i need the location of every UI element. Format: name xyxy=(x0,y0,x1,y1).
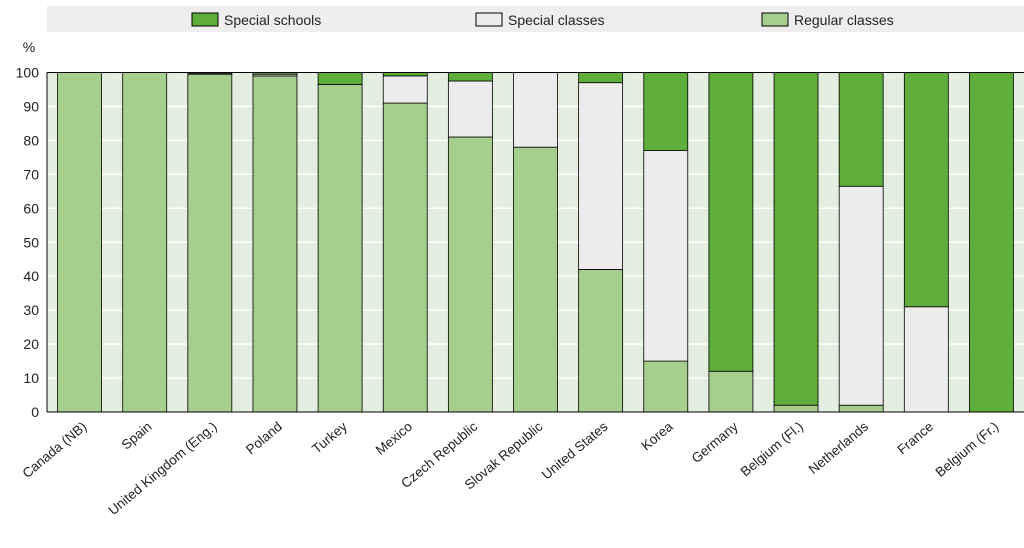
bar-germany-regular-classes xyxy=(708,370,754,413)
bar-korea-regular-classes xyxy=(643,360,689,413)
bar-united-states-regular-classes xyxy=(578,269,624,413)
bar-united-kingdom-eng-regular-classes xyxy=(187,73,233,413)
bar-slovak-republic-special-classes xyxy=(513,72,558,148)
y-tick-label: 80 xyxy=(23,132,39,148)
y-tick-label: 40 xyxy=(23,268,39,284)
bar-czech-republic-regular-classes xyxy=(447,136,493,413)
y-tick-label: 10 xyxy=(23,370,39,386)
bar-belgium-fl-special-schools xyxy=(773,72,819,406)
bar-united-states-special-classes xyxy=(578,82,624,270)
bar-korea-special-schools xyxy=(643,72,689,151)
bar-slovak-republic-regular-classes xyxy=(513,146,558,413)
bars xyxy=(57,72,1014,413)
bar-czech-republic-special-schools xyxy=(447,72,493,82)
y-tick-label: 70 xyxy=(23,166,39,182)
legend-swatch-regular-classes xyxy=(761,12,789,27)
bar-korea-special-classes xyxy=(643,150,689,362)
legend-label-special-schools: Special schools xyxy=(224,12,321,28)
bar-mexico-special-classes xyxy=(382,75,428,104)
bar-spain-regular-classes xyxy=(122,72,168,413)
y-tick-label: 30 xyxy=(23,302,39,318)
x-tick-label-united-states: United States xyxy=(539,419,611,483)
bar-belgium-fr-special-schools xyxy=(969,72,1014,413)
x-tick-label-france: France xyxy=(894,419,936,458)
legend-label-special-classes: Special classes xyxy=(508,12,605,28)
y-axis-unit-label: % xyxy=(23,39,35,55)
y-tick-label: 90 xyxy=(23,98,39,114)
x-tick-label-germany: Germany xyxy=(689,419,741,466)
bar-turkey-special-schools xyxy=(317,72,363,85)
bar-canada-nb-regular-classes xyxy=(57,72,102,413)
x-tick-label-spain: Spain xyxy=(119,419,155,453)
x-tick-label-turkey: Turkey xyxy=(309,419,350,457)
legend-label-regular-classes: Regular classes xyxy=(794,12,894,28)
x-tick-label-poland: Poland xyxy=(243,419,285,458)
x-tick-label-korea: Korea xyxy=(638,418,676,453)
bar-france-special-schools xyxy=(903,72,949,308)
bar-netherlands-regular-classes xyxy=(838,404,884,413)
y-tick-label: 60 xyxy=(23,200,39,216)
bar-france-special-classes xyxy=(903,306,949,413)
bar-united-states-special-schools xyxy=(578,72,624,84)
bar-belgium-fl-regular-classes xyxy=(773,404,819,413)
y-tick-label: 50 xyxy=(23,234,39,250)
bar-mexico-special-schools xyxy=(382,72,428,77)
bar-czech-republic-special-classes xyxy=(447,80,493,138)
y-axis-ticks: 0 10 20 30 40 50 60 70 80 90 100 xyxy=(16,65,40,421)
x-tick-label-belgium-fr: Belgium (Fr.) xyxy=(933,419,1002,480)
bar-mexico-regular-classes xyxy=(382,102,428,413)
x-tick-label-belgium-fl: Belgium (Fl.) xyxy=(738,419,806,480)
legend-swatch-special-classes xyxy=(475,12,503,27)
y-tick-label: 100 xyxy=(16,65,40,81)
bar-turkey-regular-classes xyxy=(317,83,363,413)
bar-netherlands-special-classes xyxy=(838,185,884,406)
bar-poland-regular-classes xyxy=(252,75,298,413)
plot-frame xyxy=(46,72,1024,413)
y-tick-label: 20 xyxy=(23,336,39,352)
x-tick-label-united-kingdom-eng: United Kingdom (Eng.) xyxy=(105,419,219,518)
bar-netherlands-special-schools xyxy=(838,72,884,187)
y-tick-label: 0 xyxy=(31,404,39,420)
legend-swatch-special-schools xyxy=(191,12,219,27)
x-tick-label-mexico: Mexico xyxy=(373,419,415,458)
x-tick-label-netherlands: Netherlands xyxy=(806,419,872,477)
legend: Special schools Special classes Regular cl… xyxy=(47,6,1024,32)
x-tick-label-canada-nb: Canada (NB) xyxy=(19,419,89,481)
bar-germany-special-schools xyxy=(708,72,754,372)
